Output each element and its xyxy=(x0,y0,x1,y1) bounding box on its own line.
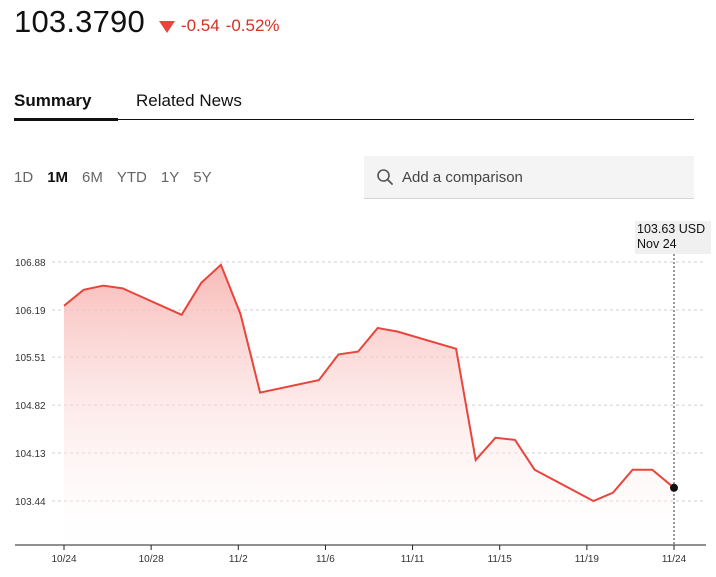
comparison-search[interactable] xyxy=(364,156,694,199)
tab-related-news[interactable]: Related News xyxy=(136,91,242,110)
tooltip-date: Nov 24 xyxy=(637,237,677,251)
range-6m[interactable]: 6M xyxy=(82,169,103,186)
tab-summary[interactable]: Summary xyxy=(14,91,92,110)
range-ytd[interactable]: YTD xyxy=(116,169,147,186)
y-tick-label: 106.19 xyxy=(15,306,46,317)
y-tick-label: 105.51 xyxy=(15,353,46,364)
x-tick-label: 11/19 xyxy=(575,554,600,565)
tab-bar: Summary Related News xyxy=(14,88,694,121)
hover-tooltip: 103.63 USD Nov 24 xyxy=(635,221,711,254)
x-tick-label: 11/2 xyxy=(229,554,248,565)
comparison-input[interactable] xyxy=(400,167,684,187)
quote-header: 103.3790 -0.54 -0.52% xyxy=(14,4,280,40)
price-line xyxy=(63,263,675,503)
x-axis-ticks: 10/24 10/28 11/2 11/6 11/11 11/15 11/19 11/24 xyxy=(51,545,687,565)
price-area-fill xyxy=(64,264,674,545)
change-percent: -0.52% xyxy=(225,16,280,35)
tooltip-value: 103.63 USD xyxy=(637,222,706,236)
range-5y[interactable]: 5Y xyxy=(193,169,212,186)
price-change: -0.54 -0.52% xyxy=(158,16,280,36)
hover-point xyxy=(670,483,678,492)
range-1y[interactable]: 1Y xyxy=(160,169,180,186)
range-selector: 1D 1M 6M YTD 1Y 5Y xyxy=(14,169,226,186)
price-value: 103.3790 xyxy=(14,4,145,39)
range-1d[interactable]: 1D xyxy=(14,169,34,186)
range-1m[interactable]: 1M xyxy=(47,169,69,186)
y-axis-ticks: 106.88 106.19 105.51 104.82 104.13 103.44 xyxy=(15,258,46,508)
x-tick-label: 11/15 xyxy=(488,554,513,565)
x-tick-label: 10/24 xyxy=(51,554,76,565)
y-tick-label: 106.88 xyxy=(15,258,46,269)
change-absolute: -0.54 xyxy=(180,16,220,35)
x-tick-label: 11/6 xyxy=(316,554,335,565)
x-tick-label: 11/24 xyxy=(662,554,687,565)
active-tab-indicator xyxy=(14,118,118,121)
triangle-down-icon xyxy=(158,21,175,33)
y-tick-label: 104.13 xyxy=(15,449,46,460)
y-tick-label: 103.44 xyxy=(15,497,46,508)
x-tick-label: 11/11 xyxy=(401,554,425,565)
y-tick-label: 104.82 xyxy=(15,401,46,412)
search-icon xyxy=(377,169,393,185)
x-tick-label: 10/28 xyxy=(139,554,164,565)
